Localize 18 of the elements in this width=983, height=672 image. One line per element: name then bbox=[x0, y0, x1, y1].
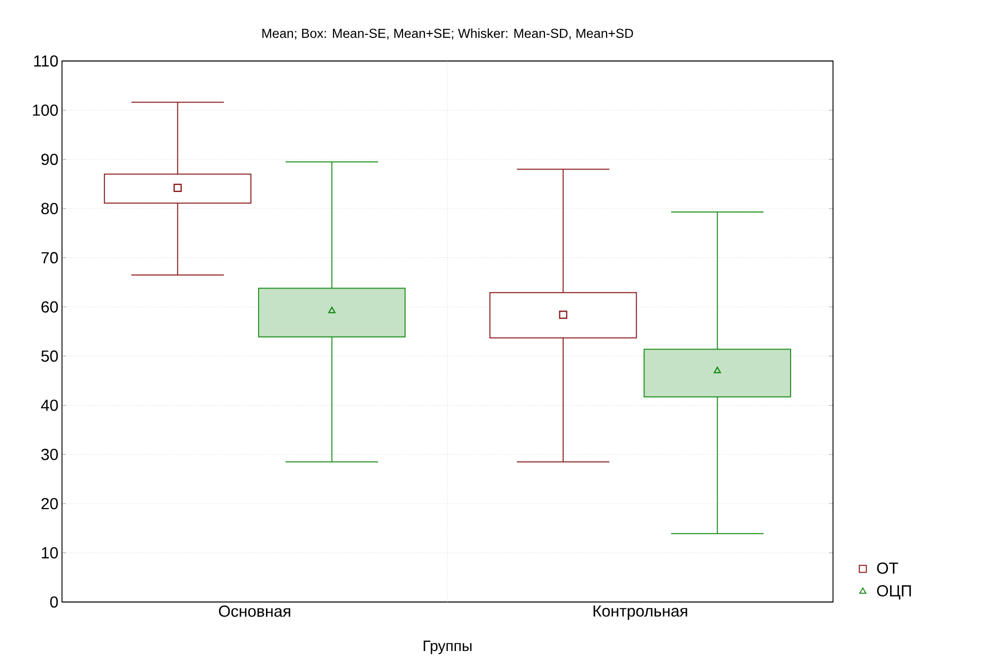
y-tick-label: 0 bbox=[50, 596, 58, 608]
chart-title: Mean; Box: Mean-SE, Mean+SE; Whisker: Mean-SD, Mean+SD bbox=[262, 28, 634, 40]
y-tick-label: 90 bbox=[41, 154, 58, 166]
legend-label: ОЦП bbox=[877, 585, 911, 600]
y-tick-label: 20 bbox=[41, 498, 58, 510]
x-tick-label: Контрольная bbox=[594, 606, 688, 620]
y-tick-label: 100 bbox=[33, 104, 58, 116]
legend-label: ОТ bbox=[877, 562, 898, 574]
y-tick-label: 10 bbox=[42, 547, 58, 558]
y-tick-label: 40 bbox=[41, 400, 58, 411]
y-tick-label: 110 bbox=[34, 55, 58, 67]
y-tick-label: 60 bbox=[41, 301, 58, 313]
x-tick-label: Основная bbox=[218, 606, 290, 617]
y-tick-label: 30 bbox=[41, 448, 58, 460]
x-axis-title: Группы bbox=[424, 640, 472, 654]
y-tick-label: 70 bbox=[42, 252, 58, 264]
y-tick-label: 80 bbox=[41, 202, 58, 214]
y-tick-label: 50 bbox=[41, 350, 58, 362]
